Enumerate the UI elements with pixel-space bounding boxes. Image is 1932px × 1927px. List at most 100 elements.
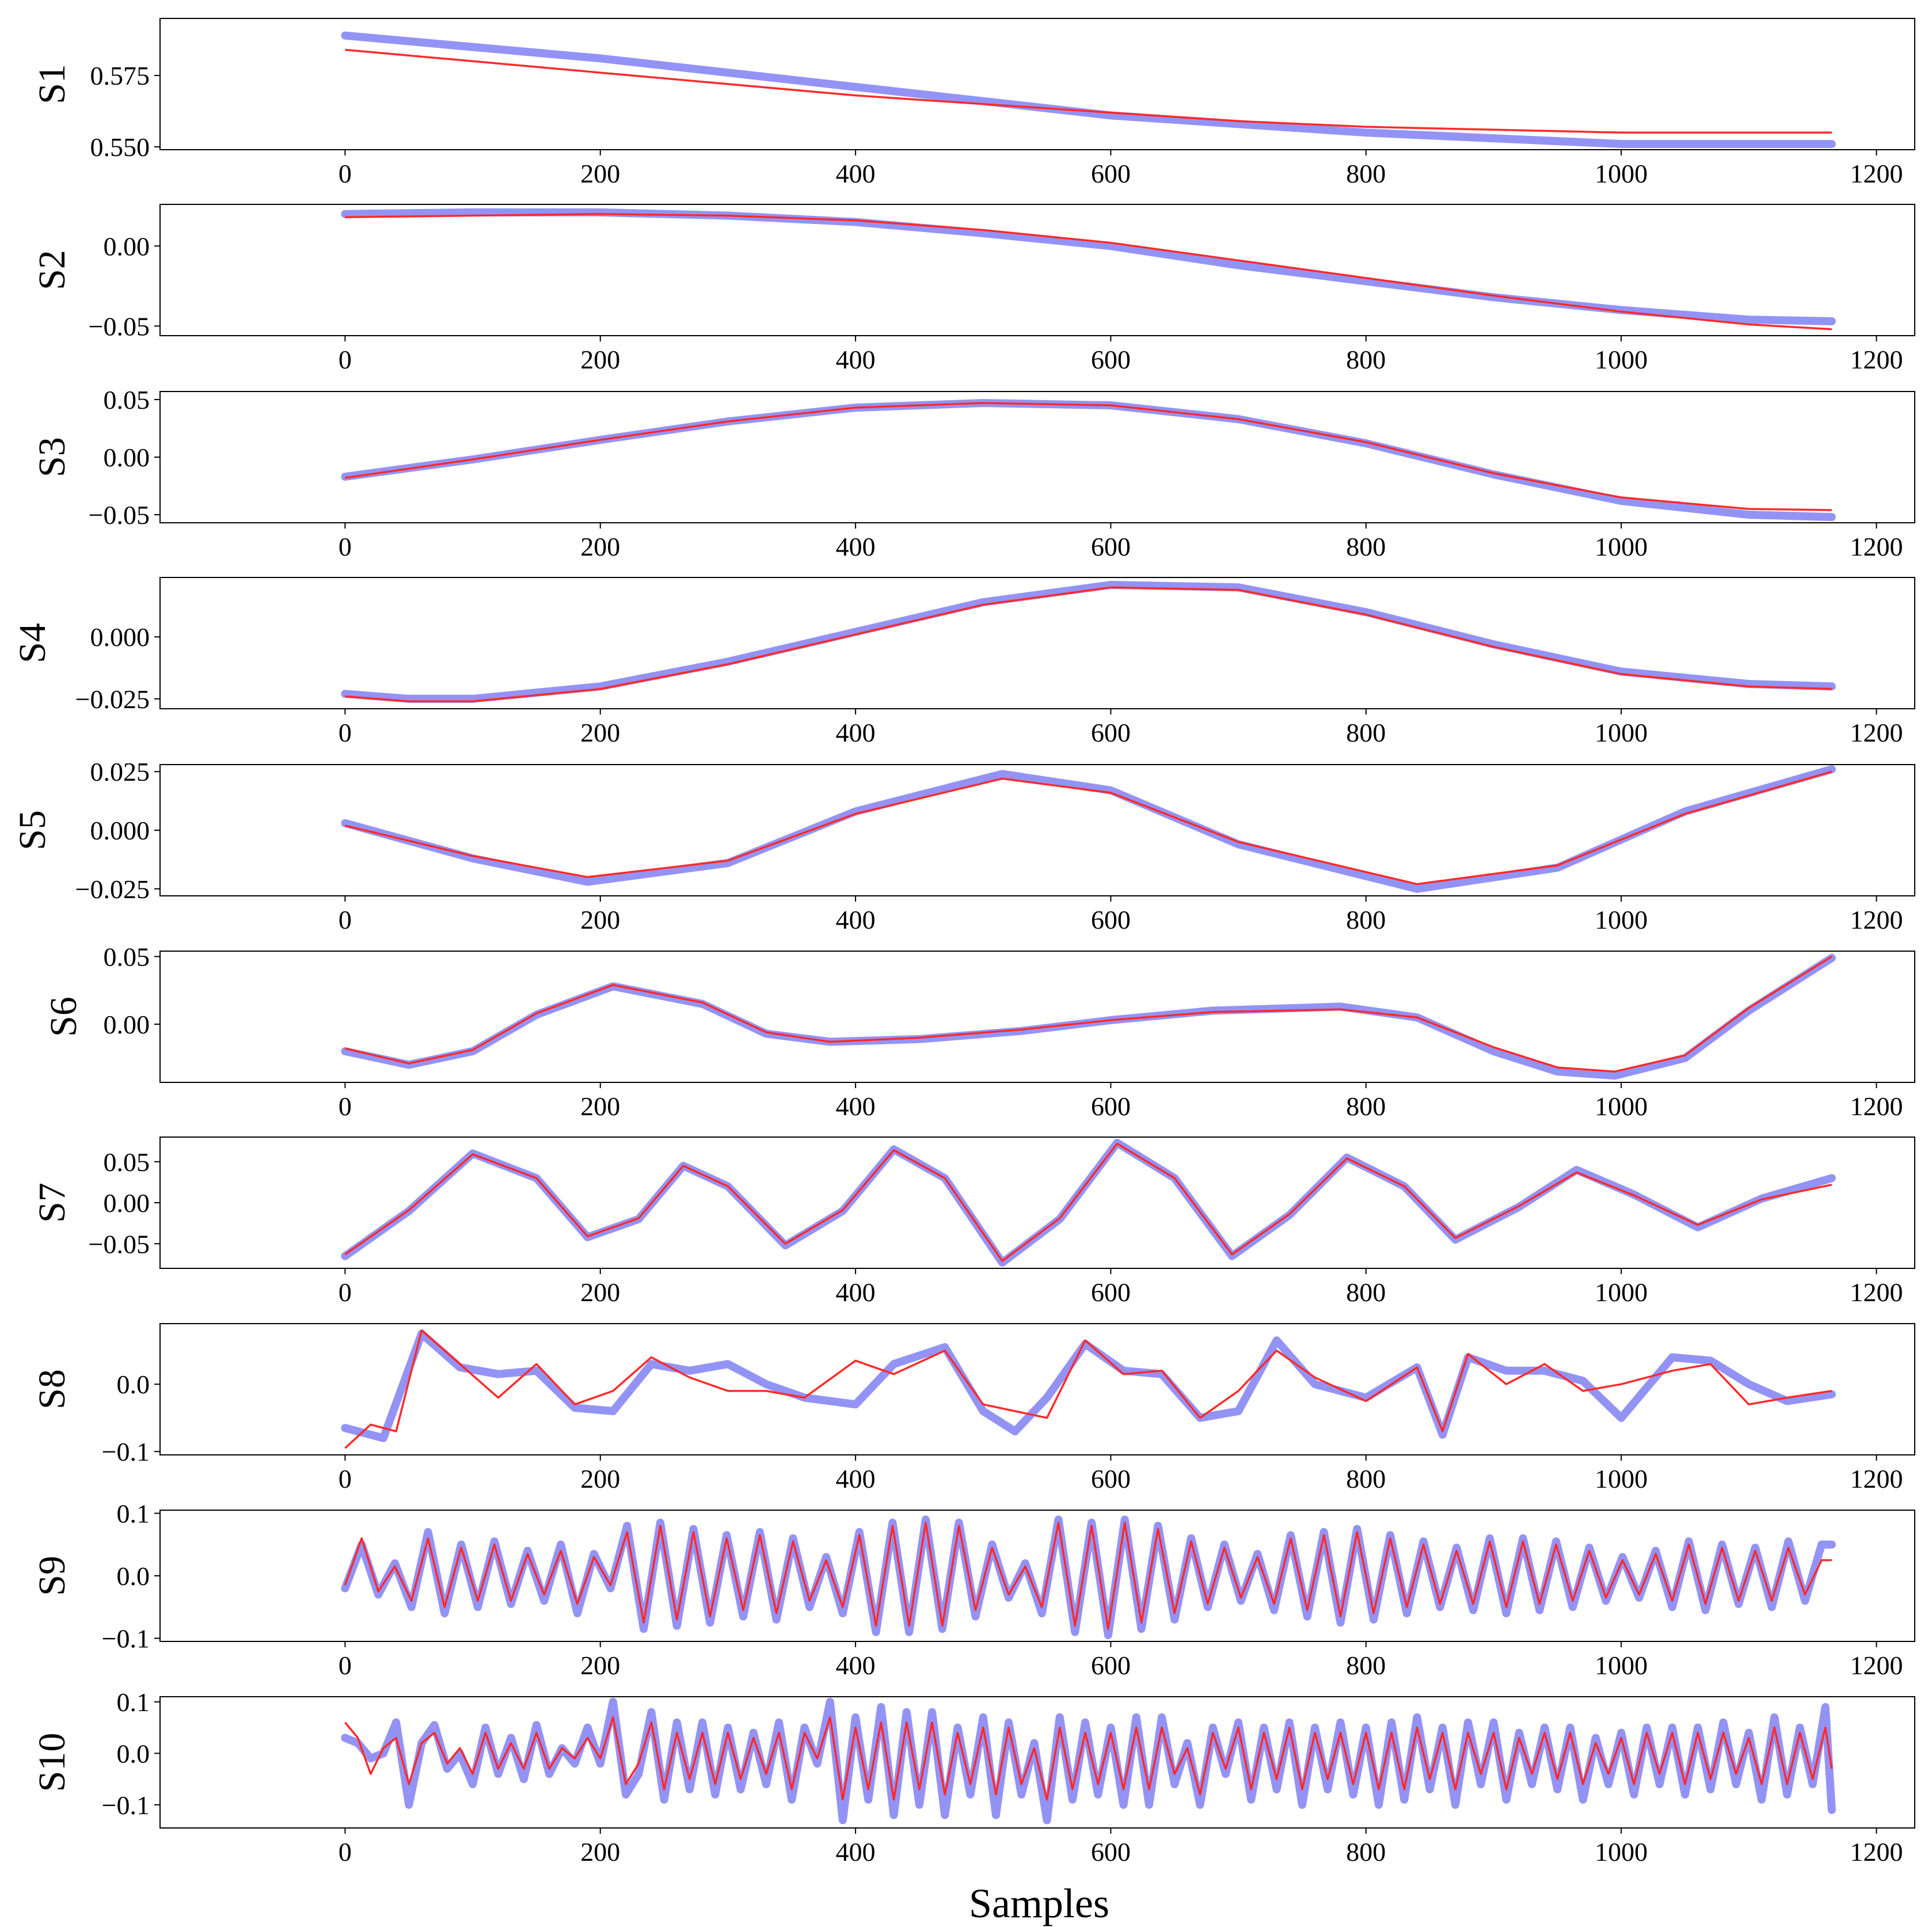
series-line-predicted (344, 1329, 1832, 1449)
x-tick-label: 0 (339, 1651, 352, 1680)
y-tick-label: −0.025 (75, 875, 150, 904)
axes-frame (159, 577, 1915, 709)
series-line-predicted (345, 48, 1832, 134)
series-line-true (341, 1139, 1836, 1267)
subplot-s7: 0 200 400 600 800 1000 1200 −0.05 0.00 0.05 S7 (31, 1137, 1915, 1307)
x-tick-label: 0 (339, 718, 352, 747)
x-tick-label: 400 (836, 1651, 876, 1680)
x-tick-label: 200 (580, 905, 620, 934)
x-tick-label: 400 (836, 1837, 876, 1867)
axes-frame (159, 1696, 1915, 1829)
y-axis-label: S8 (31, 1369, 73, 1409)
subplot-s2: 0 200 400 600 800 1000 1200 −0.05 0.00 S2 (31, 204, 1915, 374)
x-tick-label: 200 (580, 1651, 620, 1680)
y-axis-label: S10 (31, 1733, 73, 1792)
y-axis-label: S7 (31, 1183, 73, 1223)
y-tick-label: 0.0 (117, 1739, 150, 1768)
x-tick-label: 400 (836, 532, 876, 561)
series-group (341, 1515, 1836, 1640)
y-axis-label: S9 (31, 1556, 73, 1596)
axes-frame (159, 1323, 1915, 1455)
x-tick-label: 800 (1346, 532, 1386, 561)
x-tick-label: 800 (1346, 905, 1386, 934)
x-tick-label: 0 (339, 1278, 352, 1307)
x-tick-label: 0 (339, 159, 352, 188)
y-tick-label: 0.0 (117, 1561, 150, 1591)
series-group (341, 208, 1836, 330)
series-line-true (341, 1697, 1836, 1825)
x-tick-label: 200 (580, 159, 620, 188)
y-tick-label: 0.550 (90, 132, 150, 162)
subplot-s9: 0 200 400 600 800 1000 1200 −0.1 0.0 0.1 S9 (31, 1499, 1915, 1680)
series-line-predicted (345, 586, 1832, 702)
x-tick-label: 1200 (1850, 1837, 1903, 1867)
y-tick-label: −0.05 (89, 311, 150, 341)
x-tick-label: 400 (836, 345, 876, 374)
subplot-s8: 0 200 400 600 800 1000 1200 −0.1 0.0 S8 (31, 1323, 1915, 1493)
series-group (341, 399, 1836, 521)
x-tick-label: 1000 (1595, 905, 1648, 934)
x-tick-label: 200 (580, 1837, 620, 1867)
x-tick-label: 1000 (1595, 1092, 1648, 1121)
axes-frame (159, 1510, 1915, 1642)
series-line-true (341, 399, 1836, 521)
x-axis-label: Samples (969, 1880, 1109, 1926)
series-line-true (341, 1515, 1836, 1640)
x-tick-label: 800 (1346, 1837, 1386, 1867)
x-tick-label: 1000 (1595, 345, 1648, 374)
series-line-predicted (345, 212, 1832, 330)
series-line-true (341, 208, 1836, 325)
y-tick-label: 0.025 (90, 757, 150, 786)
subplot-s5: 0 200 400 600 800 1000 1200 −0.025 0.000 0.025 S5 (12, 757, 1915, 934)
y-tick-label: 0.05 (104, 942, 150, 971)
y-tick-label: −0.05 (89, 1229, 150, 1259)
y-tick-label: −0.025 (75, 685, 150, 714)
x-tick-label: 1000 (1595, 1837, 1648, 1867)
subplot-s3: 0 200 400 600 800 1000 1200 −0.05 0.00 0.05 S3 (31, 385, 1915, 561)
x-tick-label: 1000 (1595, 718, 1648, 747)
x-tick-label: 800 (1346, 1278, 1386, 1307)
series-line-predicted (344, 1716, 1833, 1801)
series-line-true (341, 31, 1836, 149)
x-tick-label: 0 (339, 1092, 352, 1121)
x-tick-label: 1200 (1850, 532, 1903, 561)
x-tick-label: 600 (1091, 905, 1131, 934)
x-tick-label: 1200 (1850, 1464, 1903, 1493)
subplot-s10: 0 200 400 600 800 1000 1200 −0.1 0.0 0.1 S10 (31, 1687, 1915, 1867)
x-tick-label: 600 (1091, 1464, 1131, 1493)
x-tick-label: 1000 (1595, 1464, 1648, 1493)
x-tick-label: 1200 (1850, 1651, 1903, 1680)
y-tick-label: 0.1 (117, 1499, 150, 1528)
x-tick-label: 400 (836, 905, 876, 934)
axes-frame (159, 951, 1915, 1083)
x-tick-label: 400 (836, 1092, 876, 1121)
subplot-s6: 0 200 400 600 800 1000 1200 0.00 0.05 S6 (43, 942, 1915, 1121)
subplot-s1: 0 200 400 600 800 1000 1200 0.550 0.575 S1 (31, 18, 1915, 188)
axes-frame (159, 204, 1915, 336)
x-tick-label: 1200 (1850, 345, 1903, 374)
x-tick-label: 600 (1091, 345, 1131, 374)
y-tick-label: −0.1 (102, 1624, 150, 1654)
x-tick-label: 400 (836, 718, 876, 747)
x-tick-label: 600 (1091, 1092, 1131, 1121)
x-tick-label: 600 (1091, 1837, 1131, 1867)
y-tick-label: 0.05 (104, 1147, 150, 1177)
x-tick-label: 800 (1346, 159, 1386, 188)
y-tick-label: 0.00 (104, 443, 150, 472)
y-axis-label: S3 (31, 437, 73, 477)
y-axis-label: S5 (12, 810, 54, 850)
x-tick-label: 600 (1091, 159, 1131, 188)
x-tick-label: 800 (1346, 1464, 1386, 1493)
x-tick-label: 800 (1346, 718, 1386, 747)
x-tick-label: 1200 (1850, 1092, 1903, 1121)
x-tick-label: 400 (836, 1464, 876, 1493)
subplot-s4: 0 200 400 600 800 1000 1200 −0.025 0.000 S4 (12, 577, 1915, 747)
x-tick-label: 600 (1091, 532, 1131, 561)
series-line-predicted (345, 402, 1832, 511)
series-line-true (341, 580, 1836, 703)
x-tick-label: 600 (1091, 718, 1131, 747)
series-line-predicted (344, 1521, 1832, 1630)
x-tick-label: 200 (580, 345, 620, 374)
y-tick-label: 0.1 (117, 1687, 150, 1717)
